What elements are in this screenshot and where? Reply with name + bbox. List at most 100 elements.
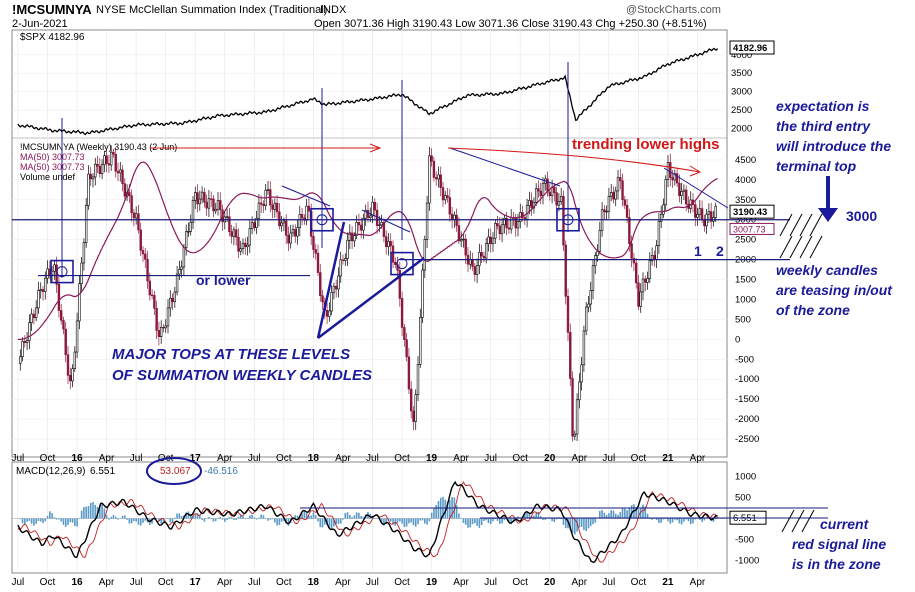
sum-y-tick: 0: [735, 334, 740, 345]
candle-body: [319, 272, 322, 296]
macd-histogram-bar: [555, 518, 558, 520]
candle-body: [559, 195, 563, 202]
macd-histogram-bar: [424, 518, 426, 524]
macd-histogram-bar: [278, 518, 281, 525]
x-axis-label: Oct: [512, 577, 528, 588]
macd-histogram-bar: [192, 516, 194, 519]
candle-body: [496, 223, 499, 227]
current-line-1: current: [820, 516, 869, 532]
candle-body: [189, 221, 192, 232]
macd-histogram-bar: [171, 518, 174, 523]
macd-histogram-bar: [130, 518, 133, 524]
macd-histogram-bar: [303, 511, 306, 519]
macd-histogram-bar: [194, 514, 197, 519]
macd-histogram-bar: [587, 518, 590, 529]
candle-body: [344, 258, 347, 261]
candle-body: [273, 202, 277, 210]
candle-body: [23, 340, 27, 343]
candle-body: [112, 151, 115, 155]
macd-histogram-bar: [394, 518, 397, 526]
candle-body: [107, 163, 111, 166]
sum-y-tick: -1500: [735, 394, 759, 405]
candle-body: [137, 213, 140, 231]
x-axis-label: 16: [71, 453, 83, 464]
macd-histogram-bar: [178, 513, 181, 519]
macd-histogram-bar: [208, 516, 210, 519]
candle-body: [248, 228, 252, 246]
spx-y-tick: 3000: [731, 87, 752, 98]
candle-body: [564, 244, 567, 297]
x-axis-label: Jul: [130, 453, 143, 464]
candle-body: [389, 241, 392, 247]
candle-body: [471, 259, 474, 267]
candle-body: [187, 231, 190, 233]
candle-body: [159, 326, 163, 337]
candle-body: [173, 291, 177, 302]
macd-histogram-bar: [419, 518, 422, 521]
zone-hatch-mark: [789, 213, 803, 237]
candle-body: [84, 205, 88, 243]
macd-histogram-bar: [405, 518, 408, 527]
candle-body: [44, 277, 47, 293]
candle-body: [130, 195, 133, 214]
candle-body: [266, 189, 270, 191]
macd-histogram-bar: [380, 518, 383, 524]
candle-body: [100, 164, 104, 175]
macd-hist-value: -46.516: [204, 466, 238, 477]
candle-body: [614, 190, 617, 200]
x-axis-label: Jul: [130, 577, 143, 588]
macd-histogram-bar: [219, 516, 222, 519]
macd-histogram-bar: [330, 518, 333, 530]
candle-body: [594, 255, 597, 267]
x-axis-label: Apr: [99, 577, 115, 588]
macd-histogram-bar: [333, 518, 335, 527]
macd-histogram-bar: [655, 518, 658, 521]
candle-body: [578, 381, 581, 401]
macd-histogram-bar: [544, 518, 547, 520]
x-axis-label: Oct: [276, 577, 292, 588]
macd-histogram-bar: [683, 518, 685, 522]
candle-body: [228, 216, 231, 232]
macd-histogram-bar: [605, 514, 608, 519]
candle-body: [657, 221, 661, 246]
x-axis-label: Oct: [40, 453, 56, 464]
x-axis-label: Apr: [453, 453, 469, 464]
candle-body: [121, 169, 124, 184]
zone-hatch-mark: [789, 235, 803, 259]
x-axis-label: Apr: [571, 577, 587, 588]
x-axis-label: 17: [190, 577, 202, 588]
macd-histogram-bar: [385, 518, 387, 524]
macd-histogram-bar: [553, 518, 556, 523]
x-axis-label: Apr: [217, 453, 233, 464]
macd-histogram-bar: [392, 518, 394, 525]
macd-histogram-bar: [583, 518, 585, 531]
macd-histogram-bar: [362, 516, 365, 519]
macd-histogram-bar: [589, 518, 592, 527]
candle-body: [209, 198, 213, 200]
spx-y-tick: 2500: [731, 105, 752, 116]
macd-histogram-bar: [646, 513, 649, 519]
macd-histogram-bar: [196, 513, 199, 519]
candle-body: [589, 290, 592, 305]
macd-histogram-bar: [37, 518, 40, 521]
candle-body: [659, 213, 663, 222]
macd-histogram-bar: [412, 518, 415, 526]
macd-histogram-bar: [671, 518, 674, 523]
macd-histogram-bar: [435, 504, 437, 519]
candle-body: [646, 278, 649, 283]
macd-histogram-bar: [617, 514, 619, 519]
macd-histogram-bar: [62, 518, 65, 525]
macd-histogram-bar: [321, 518, 324, 528]
candle-body: [325, 310, 329, 317]
macd-histogram-bar: [337, 518, 340, 524]
macd-histogram-bar: [314, 515, 317, 519]
candle-body: [484, 243, 488, 259]
macd-histogram-bar: [530, 515, 533, 519]
macd-histogram-bar: [567, 518, 569, 529]
candle-body: [428, 155, 431, 204]
entry-circle: [56, 266, 68, 278]
macd-histogram-bar: [528, 512, 531, 519]
candle-body: [255, 217, 258, 228]
x-axis-label: Apr: [99, 453, 115, 464]
candle-body: [584, 306, 588, 332]
